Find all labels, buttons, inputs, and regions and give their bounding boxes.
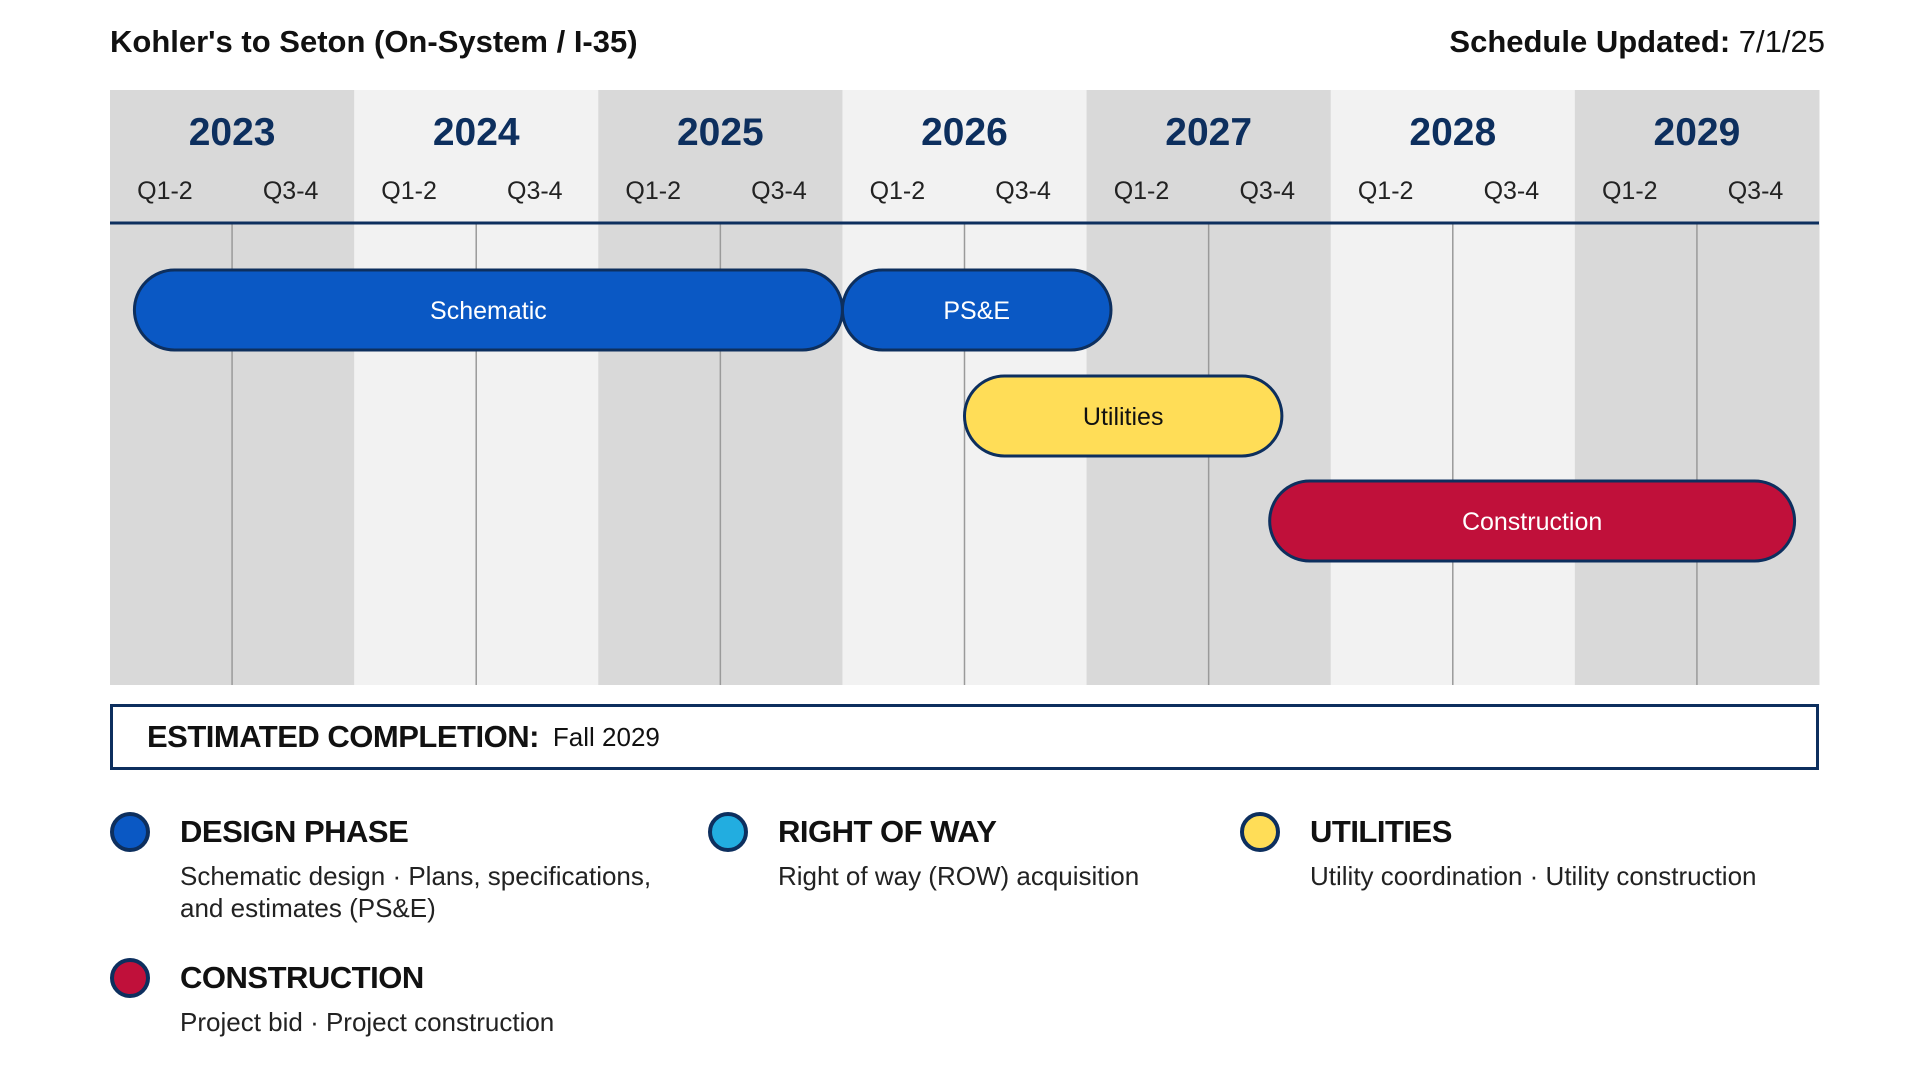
period-label: Q1-2 (1114, 177, 1170, 205)
period-label: Q1-2 (625, 177, 681, 205)
period-label: Q3-4 (263, 177, 319, 205)
legend-dot-utilities-icon (1240, 812, 1280, 852)
year-label: 2029 (1654, 111, 1741, 154)
estimated-completion-value: Fall 2029 (552, 721, 660, 752)
period-label: Q1-2 (137, 177, 193, 205)
task-bar (1268, 479, 1797, 563)
schedule-updated-value: 7/1/25 (1738, 24, 1825, 59)
task-bar (840, 268, 1113, 352)
legend-title: RIGHT OF WAY (778, 814, 997, 849)
estimated-completion-box: ESTIMATED COMPLETION: Fall 2029 (110, 704, 1819, 770)
year-label: 2023 (189, 111, 276, 154)
period-label: Q1-2 (1602, 177, 1658, 205)
period-label: Q1-2 (1358, 177, 1414, 205)
year-label: 2027 (1165, 111, 1252, 154)
period-label: Q3-4 (1484, 177, 1540, 205)
legend-dot-design-icon (110, 812, 150, 852)
period-label: Q1-2 (381, 177, 437, 205)
legend-description: Schematic design · Plans, specifications… (180, 861, 652, 923)
legend-description: Project bid · Project construction (180, 1007, 555, 1037)
legend-title: CONSTRUCTION (180, 960, 424, 995)
legend-title: UTILITIES (1310, 814, 1452, 849)
task-label: Schematic (430, 297, 547, 325)
task-label: Construction (1462, 508, 1602, 536)
page-title: Kohler's to Seton (On-System / I-35) (110, 24, 638, 59)
task-label: Utilities (1083, 403, 1164, 431)
year-label: 2025 (677, 111, 764, 154)
period-label: Q3-4 (751, 177, 807, 205)
year-label: 2024 (433, 111, 520, 154)
legend-dot-construction-icon (110, 958, 150, 998)
period-label: Q1-2 (870, 177, 926, 205)
schedule-updated-label: Schedule Updated: (1449, 24, 1731, 59)
legend-description: Utility coordination · Utility construct… (1310, 861, 1757, 891)
legend-title: DESIGN PHASE (180, 814, 409, 849)
year-label: 2026 (921, 111, 1008, 154)
year-label: 2028 (1409, 111, 1496, 154)
task-label: PS&E (943, 297, 1010, 325)
period-label: Q3-4 (995, 177, 1051, 205)
legend-description: Right of way (ROW) acquisition (778, 861, 1140, 891)
schedule-updated: Schedule Updated: 7/1/25 (1449, 24, 1825, 60)
period-label: Q3-4 (1728, 177, 1784, 205)
period-label: Q3-4 (507, 177, 563, 205)
task-bar (963, 374, 1284, 458)
gantt-chart: 2023 Q1-2 Q3-4 2024 Q1-2 Q3-4 2025 Q1-2 Q3-4 2026… (110, 90, 1820, 685)
period-label: Q3-4 (1239, 177, 1295, 205)
legend-dot-row-icon (708, 812, 748, 852)
estimated-completion-label: ESTIMATED COMPLETION: (147, 719, 539, 754)
